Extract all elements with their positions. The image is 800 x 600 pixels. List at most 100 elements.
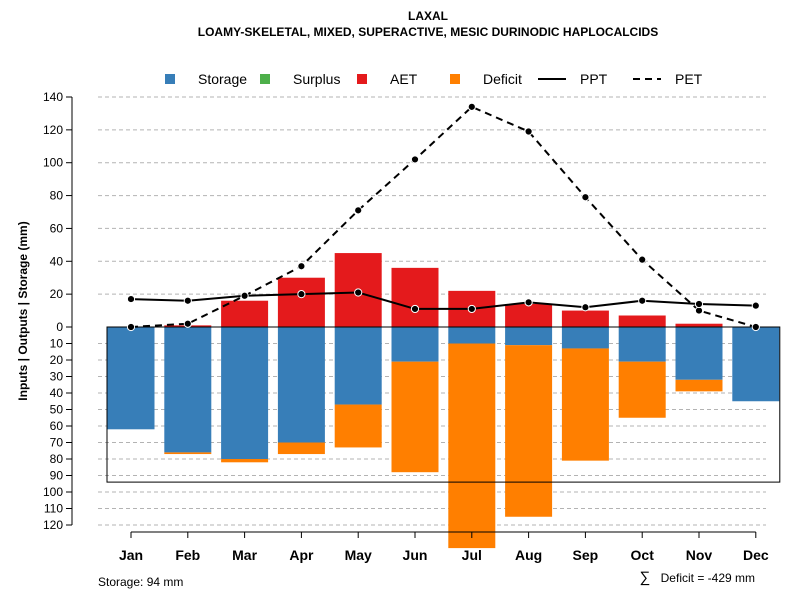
bar-storage-oct <box>618 327 666 362</box>
point-ppt-feb <box>183 296 192 305</box>
bar-deficit-feb <box>164 452 212 455</box>
point-ppt-jul <box>467 304 476 314</box>
x-tick-label-dec: Dec <box>743 547 769 563</box>
legend-label-pet: PET <box>675 71 703 87</box>
bar-deficit-mar <box>221 459 269 463</box>
y-tick-label: 100 <box>43 156 63 170</box>
point-ppt-jan <box>126 294 136 304</box>
point-pet-feb <box>183 319 192 328</box>
bar-deficit-jul <box>448 343 496 549</box>
y-tick-label: 0 <box>56 320 63 334</box>
bar-aet-sep <box>561 310 609 327</box>
legend-label-surplus: Surplus <box>293 71 340 87</box>
point-pet-may <box>354 206 363 215</box>
chart-subtitle: LOAMY-SKELETAL, MIXED, SUPERACTIVE, MESI… <box>198 25 658 39</box>
x-tick-label-oct: Oct <box>631 547 655 563</box>
x-tick-label-feb: Feb <box>175 547 200 563</box>
point-pet-jul <box>467 102 476 111</box>
bar-storage-nov <box>675 327 723 380</box>
point-ppt-sep <box>581 303 590 312</box>
line-pet <box>130 105 757 328</box>
y-tick-label: 80 <box>50 452 64 466</box>
y-tick-label: 120 <box>43 518 63 532</box>
point-pet-aug <box>524 127 533 136</box>
legend-label-storage: Storage <box>198 71 247 87</box>
x-axis: Jan Feb Mar Apr May Jun Jul Aug Sep Oct Nov Dec <box>119 531 769 563</box>
point-pet-dec <box>751 322 760 332</box>
point-ppt-dec <box>751 301 760 310</box>
y-tick-label: 50 <box>50 403 64 417</box>
legend-label-ppt: PPT <box>580 71 608 87</box>
storage-note: Storage: 94 mm <box>98 575 183 589</box>
y-tick-label: 60 <box>50 221 64 235</box>
point-ppt-mar <box>240 291 249 300</box>
y-tick-label: 30 <box>50 370 64 384</box>
x-tick-label-sep: Sep <box>573 547 599 563</box>
bar-deficit-jun <box>391 361 439 473</box>
bar-storage-feb <box>164 327 212 453</box>
bars <box>107 253 780 549</box>
lines <box>126 102 760 332</box>
deficit-note: Deficit = -429 mm <box>661 571 755 585</box>
bar-storage-mar <box>221 327 269 459</box>
legend-key-storage <box>165 74 175 84</box>
line-ppt <box>130 291 756 310</box>
point-pet-apr <box>297 262 306 271</box>
point-ppt-oct <box>638 296 647 305</box>
point-ppt-jun <box>410 304 420 314</box>
y-tick-label: 110 <box>44 502 63 516</box>
bar-aet-aug <box>505 304 553 327</box>
point-pet-oct <box>638 255 647 264</box>
x-tick-label-jan: Jan <box>119 547 143 563</box>
x-tick-label-mar: Mar <box>232 547 257 563</box>
x-tick-label-jun: Jun <box>403 547 428 563</box>
x-tick-label-nov: Nov <box>686 547 713 563</box>
point-ppt-nov <box>694 299 704 309</box>
bar-aet-oct <box>618 315 666 327</box>
y-axis: 140 120 100 80 60 40 20 0 10 20 30 40 50 60 70 80 90 100 1… <box>43 90 73 532</box>
y-tick-label: 20 <box>50 287 64 301</box>
x-tick-label-apr: Apr <box>289 547 314 563</box>
legend-key-aet <box>357 74 367 84</box>
legend-key-surplus <box>260 74 270 84</box>
y-tick-label: 80 <box>50 189 64 203</box>
bar-storage-jul <box>448 327 496 344</box>
y-axis-label: Inputs | Outputs | Storage (mm) <box>16 221 30 400</box>
y-tick-label: 40 <box>50 254 64 268</box>
legend-label-deficit: Deficit <box>483 71 522 87</box>
point-pet-jan <box>126 322 136 332</box>
bar-deficit-nov <box>675 379 723 392</box>
bar-storage-aug <box>505 327 553 346</box>
bar-aet-mar <box>221 300 269 327</box>
y-tick-label: 90 <box>50 469 64 483</box>
bar-storage-dec <box>732 327 780 402</box>
bar-storage-apr <box>277 327 325 443</box>
bar-deficit-apr <box>277 442 325 455</box>
bar-storage-jan <box>107 327 155 430</box>
bar-aet-nov <box>675 323 723 327</box>
y-tick-label: 140 <box>43 90 63 104</box>
y-tick-label: 20 <box>50 353 64 367</box>
x-tick-label-may: May <box>345 547 372 563</box>
point-pet-sep <box>581 193 590 202</box>
bar-storage-may <box>334 327 382 405</box>
y-tick-label: 40 <box>50 386 64 400</box>
chart-title: LAXAL <box>408 9 448 23</box>
x-tick-label-jul: Jul <box>462 547 482 563</box>
bar-deficit-may <box>334 404 382 448</box>
legend: Storage Surplus AET Deficit PPT PET <box>165 71 703 87</box>
bar-deficit-oct <box>618 361 666 418</box>
point-ppt-may <box>354 288 363 297</box>
legend-key-deficit <box>450 74 460 84</box>
y-tick-label: 60 <box>50 419 64 433</box>
legend-label-aet: AET <box>390 71 418 87</box>
bar-deficit-aug <box>505 345 553 517</box>
bar-storage-sep <box>561 327 609 349</box>
point-ppt-aug <box>524 298 533 307</box>
bar-storage-jun <box>391 327 439 362</box>
y-tick-label: 120 <box>43 123 63 137</box>
bar-deficit-sep <box>561 348 609 461</box>
bar-aet-apr <box>277 277 325 327</box>
point-ppt-apr <box>297 290 306 299</box>
